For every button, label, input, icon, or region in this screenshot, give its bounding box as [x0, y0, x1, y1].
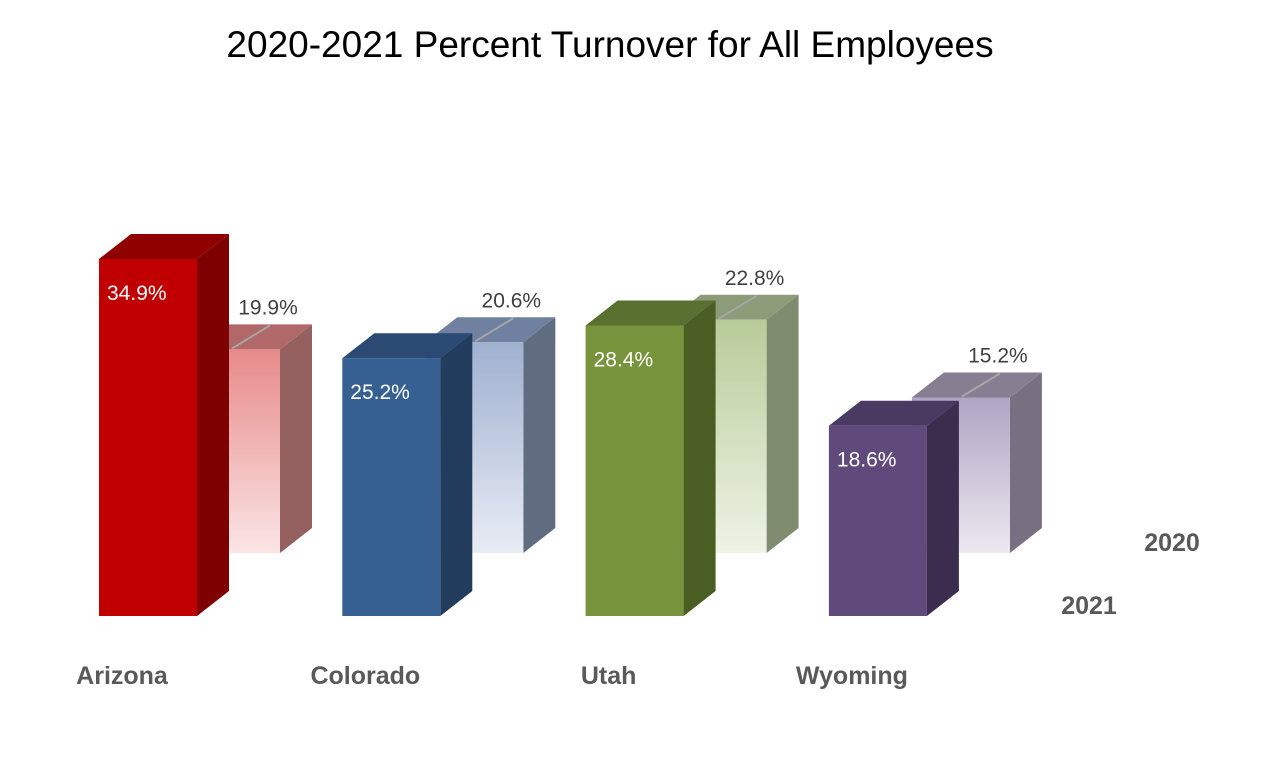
series-label-2020: 2020 — [1144, 529, 1200, 557]
leader-line-2020-arizona — [231, 324, 271, 350]
bar-2021-wyoming-front — [828, 425, 927, 616]
bar-2020-wyoming-side — [1009, 372, 1042, 553]
bar-2021-colorado — [342, 333, 473, 616]
bar-2020-wyoming-top — [911, 372, 1042, 398]
bar-2020-colorado-side — [523, 317, 556, 553]
data-label-2020-utah: 22.8% — [725, 267, 785, 290]
bar-2021-colorado-side — [440, 333, 473, 616]
data-label-2021-colorado: 25.2% — [350, 381, 410, 404]
data-label-2021-wyoming: 18.6% — [837, 449, 897, 472]
leader-line-2020-colorado — [474, 317, 514, 343]
category-label-colorado: Colorado — [310, 662, 420, 690]
bar-2021-arizona-top — [99, 233, 229, 259]
bar-2021-utah-top — [585, 300, 716, 326]
leader-line-2020-wyoming — [961, 372, 1001, 398]
bar-2021-colorado-top — [342, 333, 473, 359]
category-label-arizona: Arizona — [76, 662, 169, 690]
bar-2021-wyoming — [828, 400, 959, 616]
leader-line-2020-utah — [718, 294, 758, 320]
chart-title: 2020-2021 Percent Turnover for All Emplo… — [226, 24, 994, 65]
bar-2020-utah-side — [766, 294, 799, 553]
bar-2021-utah — [585, 300, 716, 616]
bar-2021-wyoming-top — [828, 400, 959, 426]
data-label-2020-arizona: 19.9% — [238, 296, 298, 319]
data-label-2020-wyoming: 15.2% — [968, 345, 1028, 368]
category-label-wyoming: Wyoming — [796, 662, 908, 690]
bar-2021-utah-side — [683, 300, 716, 616]
category-label-utah: Utah — [581, 662, 637, 690]
bar-2021-arizona-front — [99, 258, 197, 616]
series-label-2021: 2021 — [1061, 592, 1117, 620]
bar-2021-colorado-front — [342, 358, 441, 616]
bar-2020-arizona-side — [280, 324, 312, 553]
bar-2021-arizona-side — [197, 233, 229, 616]
data-label-2021-utah: 28.4% — [594, 348, 654, 371]
bar-2021-wyoming-side — [926, 400, 959, 616]
bar-2021-arizona — [99, 233, 229, 616]
data-label-2020-colorado: 20.6% — [482, 289, 542, 312]
data-label-2021-arizona: 34.9% — [107, 282, 167, 305]
bar-2021-utah-front — [585, 325, 684, 616]
